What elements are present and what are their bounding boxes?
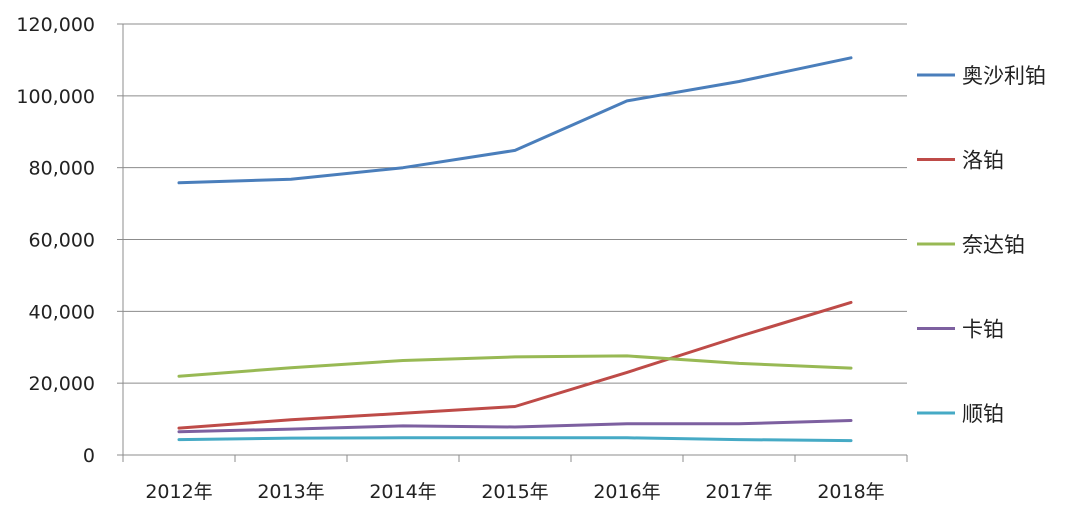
x-tick-label: 2017年 <box>705 481 772 503</box>
y-tick-label: 80,000 <box>29 158 95 180</box>
y-tick-label: 40,000 <box>29 301 95 323</box>
x-tick-label: 2016年 <box>593 481 660 503</box>
series-lines <box>177 56 853 443</box>
legend-label: 洛铂 <box>962 149 1004 173</box>
x-tick-label: 2013年 <box>257 481 324 503</box>
series-line <box>177 436 853 443</box>
x-tick-label: 2014年 <box>369 481 436 503</box>
x-tick-label: 2012年 <box>145 481 212 503</box>
y-tick-label: 60,000 <box>29 230 95 252</box>
y-tick-label: 20,000 <box>29 373 95 395</box>
y-tick-label: 0 <box>83 445 95 467</box>
gridlines <box>123 23 907 384</box>
axes <box>117 23 908 462</box>
x-axis-tick-labels: 2012年 2013年 2014年 2015年 2016年 2017年 2018年 <box>145 481 884 503</box>
y-axis-tick-labels: 0 20,000 40,000 60,000 80,000 100,000 120,000 <box>16 14 95 467</box>
y-tick-label: 100,000 <box>16 86 95 108</box>
x-tick-label: 2018年 <box>817 481 884 503</box>
x-tick-label: 2015年 <box>481 481 548 503</box>
legend-label: 奈达铂 <box>962 233 1025 257</box>
series-line <box>177 419 853 434</box>
series-line <box>177 354 853 378</box>
series-line <box>177 300 853 430</box>
legend-label: 奥沙利铂 <box>962 64 1046 88</box>
legend-label: 顺铂 <box>962 402 1004 426</box>
y-tick-label: 120,000 <box>16 14 95 36</box>
series-line <box>177 56 853 185</box>
legend-label: 卡铂 <box>962 318 1004 342</box>
